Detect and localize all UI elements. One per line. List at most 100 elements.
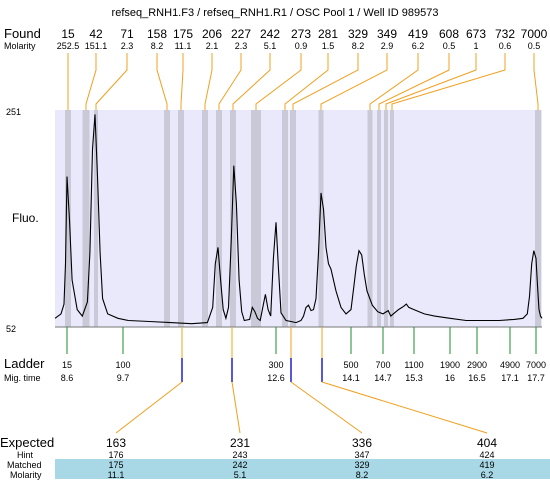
found-size: 673 [466,27,486,41]
ladder-label: Ladder [4,356,45,371]
trace-line [54,114,543,325]
peak-band [377,110,381,327]
matched-molarity: 6.2 [481,470,494,480]
ladder-size: 500 [343,360,358,370]
ladder-mig-time: 16.5 [468,373,486,383]
expected-size: 404 [477,436,497,450]
found-connector [391,53,506,110]
peak-band [230,110,236,327]
found-molarity: 151.1 [85,41,108,51]
found-molarity: 8.2 [151,41,164,51]
matched-molarity: 8.2 [356,470,369,480]
ladder-mig-time: 9.7 [117,373,130,383]
matched-row-background [55,459,550,479]
ladder-size: 15 [62,360,72,370]
found-connector [180,53,184,110]
matched-molarity: 11.1 [108,470,125,480]
ladder-mig-time: 15.3 [405,373,423,383]
matched-size: 329 [354,460,369,470]
molarity-label: Molarity [4,41,36,51]
matched-molarity: 5.1 [234,470,247,480]
ladder-mig-time: 14.7 [374,373,392,383]
ladder-size: 1900 [440,360,460,370]
found-connector [292,53,359,110]
found-molarity: 1 [473,41,478,51]
found-size: 158 [147,27,167,41]
found-molarity: 11.1 [175,41,192,51]
ladder-size: 1100 [404,360,423,370]
found-size: 242 [260,27,280,41]
peak-band [164,110,170,327]
found-size: 349 [377,27,397,41]
found-size: 329 [348,27,368,41]
found-molarity: 6.2 [412,41,425,51]
found-connector [320,53,388,110]
hint-size: 243 [232,450,247,460]
hint-size: 176 [108,450,123,460]
matched-size: 419 [479,460,494,470]
peak-band [390,110,394,327]
peak-band [367,110,373,327]
plot-area [55,110,542,327]
peak-band [290,110,296,327]
found-molarity: 2.3 [121,41,134,51]
ladder-mig-time: 17.7 [527,373,545,383]
found-size: 15 [61,27,75,41]
hint-size: 424 [479,450,494,460]
peak-band [65,110,71,327]
found-connector [95,53,128,110]
peak-band [94,110,98,327]
ladder-mig-time: 17.1 [501,373,519,383]
peak-band [282,110,288,327]
ladder-size: 2900 [467,360,487,370]
ladder-size: 7000 [526,360,546,370]
ladder-mig-time: 16 [445,373,455,383]
expected-connector [321,381,488,434]
found-size: 227 [231,27,251,41]
found-size: 608 [439,27,459,41]
found-label: Found [4,26,41,41]
peak-band [82,110,90,327]
hint-size: 347 [354,450,369,460]
matched-size: 242 [232,460,247,470]
matched-label: Matched [7,460,42,470]
found-connector [156,53,168,110]
molarity-bottom-label: Molarity [10,470,42,480]
ladder-size: 100 [115,360,130,370]
y-max-tick: 251 [6,107,21,117]
found-size: 273 [291,27,311,41]
found-molarity: 5.1 [264,41,277,51]
found-molarity: 0.5 [443,41,456,51]
mig-time-label: Mig. time [4,373,41,383]
peak-band [216,110,222,327]
found-connector [255,53,302,110]
ladder-size: 300 [268,360,283,370]
found-molarity: 2.9 [381,41,394,51]
found-connector [232,53,271,110]
peak-band [202,110,208,327]
found-size: 175 [173,27,193,41]
peak-band [178,110,184,327]
hint-label: Hint [17,450,34,460]
y-min-tick: 52 [6,324,16,334]
found-size: 281 [318,27,338,41]
ladder-size: 700 [375,360,390,370]
ladder-mig-time: 8.6 [61,373,74,383]
expected-size: 231 [230,436,250,450]
expected-label: Expected [0,435,54,450]
found-size: 42 [89,27,103,41]
found-molarity: 0.6 [499,41,512,51]
found-molarity: 8.2 [352,41,365,51]
chart-title: refseq_RNH1.F3 / refseq_RNH1.R1 / OSC Po… [112,7,439,19]
found-connector [284,53,329,110]
found-connector [533,53,539,110]
found-molarity: 2.1 [206,41,219,51]
ladder-size: 4900 [500,360,520,370]
found-molarity: 0.9 [295,41,308,51]
peak-band [535,110,541,327]
fluo-label: Fluo. [12,211,39,225]
found-molarity: 252.5 [57,41,80,51]
peak-band [318,110,324,327]
ladder-mig-time: 12.6 [267,373,285,383]
